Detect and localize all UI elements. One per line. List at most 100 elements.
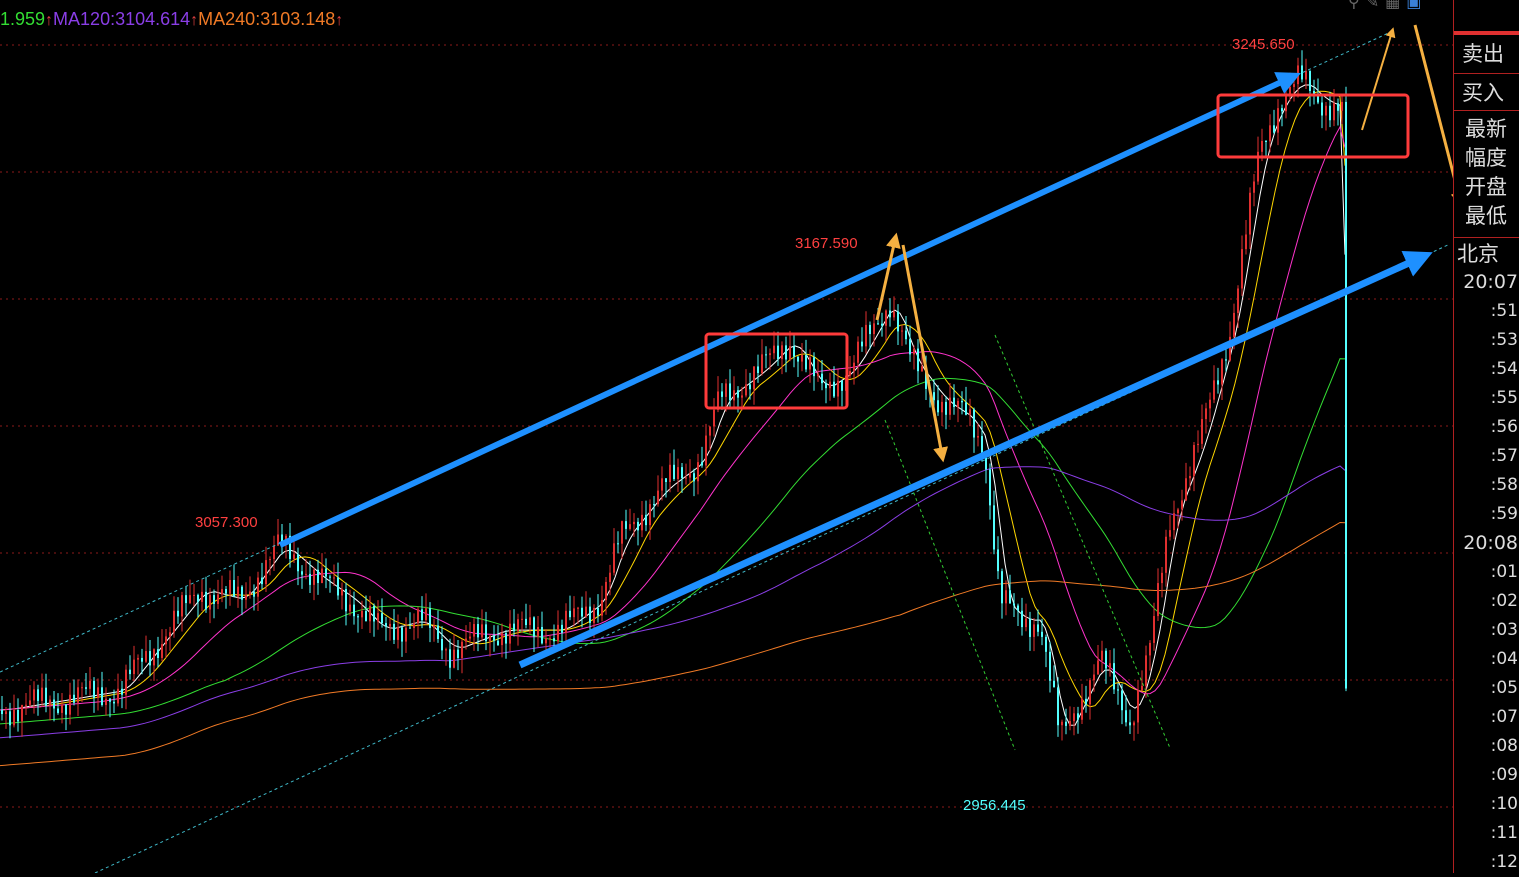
candle-body <box>1125 710 1127 723</box>
candle-body <box>561 624 563 633</box>
candle-body <box>205 591 207 610</box>
moving-average-line <box>0 125 1346 711</box>
candle-body <box>457 649 459 659</box>
draw-icon[interactable]: ✎ <box>1365 0 1380 11</box>
buy-button[interactable]: 买入 <box>1454 74 1519 111</box>
candle-body <box>1049 651 1051 681</box>
candle-body <box>1265 140 1267 142</box>
candle-body <box>1185 478 1187 501</box>
moving-average-line <box>0 84 1346 726</box>
time-item: :10 <box>1490 794 1518 814</box>
candle-body <box>1021 610 1023 628</box>
swing-arrow-1 <box>875 232 901 321</box>
candle-body <box>209 595 211 610</box>
moving-average-line <box>0 358 1346 725</box>
candle-body <box>669 464 671 482</box>
candle-body <box>465 638 467 642</box>
candle-body <box>529 617 531 626</box>
candle-body <box>377 613 379 622</box>
candle-body <box>1221 359 1223 385</box>
candle-body <box>1001 571 1003 604</box>
candle-body <box>829 381 831 389</box>
sell-button[interactable]: 卖出 <box>1454 40 1519 74</box>
candle-body <box>493 635 495 641</box>
candle-body <box>509 623 511 644</box>
candle-body <box>1061 721 1063 726</box>
candle-body <box>249 591 251 595</box>
candle-body <box>1229 336 1231 361</box>
candle-body <box>537 626 539 637</box>
layout-icon[interactable]: ▦ <box>1385 0 1401 11</box>
candle-body <box>101 687 103 706</box>
candle-body <box>417 609 419 624</box>
candle-body <box>585 606 587 617</box>
up-arrow-icon: ↑ <box>335 12 344 29</box>
candle-body <box>1117 689 1119 691</box>
candle-body <box>1317 93 1319 103</box>
candle-body <box>69 694 71 715</box>
candle-body <box>281 534 283 544</box>
candle-body <box>957 400 959 407</box>
candle-body <box>1177 509 1179 514</box>
candle-body <box>181 595 183 617</box>
candle-body <box>169 632 171 637</box>
window-icon[interactable]: ▣ <box>1406 0 1422 11</box>
candle-body <box>137 657 139 660</box>
candle-body <box>37 689 39 701</box>
candle-body <box>329 576 331 578</box>
price-chart[interactable]: 3057.300 3167.590 3245.650 2956.445 <box>0 0 1453 873</box>
candle-body <box>433 625 435 628</box>
candle-body <box>61 704 63 713</box>
candle-body <box>521 618 523 620</box>
candle-body <box>1133 722 1135 726</box>
candle-body <box>705 435 707 466</box>
candle-body <box>821 373 823 384</box>
candle-body <box>1333 103 1335 121</box>
candle-body <box>409 627 411 629</box>
candle-body <box>261 577 263 585</box>
candle-body <box>153 649 155 666</box>
candle-body <box>269 559 271 561</box>
candle-body <box>625 521 627 529</box>
candle-body <box>373 605 375 622</box>
candle-body <box>1129 722 1131 726</box>
candle-body <box>769 353 771 356</box>
time-item: :05 <box>1490 678 1518 698</box>
candle-body <box>633 521 635 525</box>
candle-body <box>477 624 479 638</box>
candle-body <box>1237 288 1239 313</box>
search-icon[interactable]: ⚲ <box>1348 0 1360 11</box>
candle-body <box>1113 663 1115 690</box>
candle-body <box>49 699 51 706</box>
candle-body <box>1337 103 1339 111</box>
candle-body <box>321 568 323 584</box>
candle-body <box>701 462 703 466</box>
candle-body <box>1077 713 1079 720</box>
candle-body <box>857 341 859 363</box>
candle-body <box>637 521 639 531</box>
candle-body <box>1241 249 1243 289</box>
candle-body <box>9 711 11 726</box>
candle-body <box>217 594 219 604</box>
candle-body <box>753 366 755 390</box>
candle-body <box>289 535 291 559</box>
candle-body <box>189 595 191 604</box>
candle-body <box>889 310 891 318</box>
candle-body <box>605 581 607 601</box>
candle-body <box>649 504 651 526</box>
candle-body <box>41 687 43 701</box>
candle-body <box>1245 234 1247 250</box>
candle-body <box>1329 105 1331 121</box>
candle-body <box>1293 84 1295 87</box>
time-list: 20:07:51:53:54:55:56:57:58:59 20:08:01:02… <box>1454 268 1518 877</box>
candle-body <box>841 380 843 391</box>
candle-body <box>897 311 899 332</box>
candle-body <box>29 700 31 705</box>
candle-body <box>1153 616 1155 643</box>
candle-body <box>797 356 799 362</box>
candle-body <box>761 354 763 373</box>
candle-body <box>1173 513 1175 531</box>
candle-body <box>729 383 731 401</box>
candle-body <box>129 669 131 675</box>
candle-body <box>237 586 239 597</box>
